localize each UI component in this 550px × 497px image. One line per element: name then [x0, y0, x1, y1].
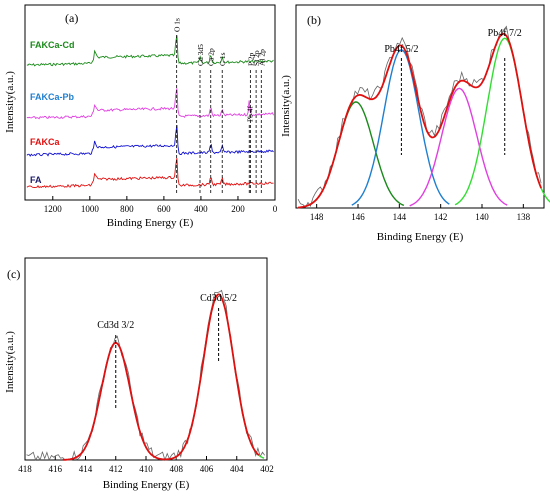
- panel-b-tick-label: 138: [517, 212, 531, 222]
- panel-b-envelope: [298, 32, 542, 209]
- panel-a-peak-label: Al 2p: [257, 49, 266, 66]
- panel-b-tick-label: 146: [351, 212, 365, 222]
- panel-c-tick-label: 408: [170, 464, 184, 474]
- panel-a-label: (a): [65, 11, 78, 25]
- panel-b-tick-label: 144: [393, 212, 407, 222]
- panel-c-tick-label: 416: [49, 464, 63, 474]
- panel-b-frame: [295, 4, 545, 209]
- panel-c-label: (c): [7, 267, 20, 281]
- panel-a-frame: [24, 4, 276, 201]
- panel-b-ylabel: Intensity(a.u.): [280, 75, 292, 137]
- series-line-fa: [26, 158, 274, 189]
- panel-a-peak-label: Ca 2p: [207, 48, 216, 66]
- panel-a-series-lines: [26, 35, 274, 189]
- panel-a-ylabel: Intensity(a.u.): [4, 71, 16, 133]
- panel-a-tick-label: 600: [157, 204, 171, 214]
- panel-a-peak-label: Si 2p: [252, 50, 261, 66]
- panel-c-tick-label: 410: [139, 464, 153, 474]
- panel-a-tick-label: 200: [231, 204, 245, 214]
- series-line-fakca-pb: [26, 88, 274, 120]
- panel-a-tick-label: 1000: [81, 204, 100, 214]
- panel-b-component-3: [409, 87, 508, 207]
- panel-a-tick-label: 1200: [44, 204, 63, 214]
- panel-c-tick-label: 402: [260, 464, 274, 474]
- series-line-fakca-cd: [26, 35, 274, 67]
- panel-c-tick-label: 414: [79, 464, 93, 474]
- panel-b-tick-label: 142: [434, 212, 448, 222]
- panel-a-xlabel: Binding Energy (E): [107, 217, 194, 229]
- panel-c-x-ticks: 418 416 414 412 410 408 406 404 402: [18, 456, 274, 474]
- panel-a-tick-label: 400: [194, 204, 208, 214]
- panel-a-peak-label: O 1s: [173, 18, 182, 32]
- panel-c-ylabel: Intensity(a.u.): [4, 331, 16, 393]
- panel-c-tick-label: 412: [109, 464, 123, 474]
- panel-c-tick-label: 418: [18, 464, 32, 474]
- series-label-fakca: FAKCa: [30, 137, 60, 147]
- panel-b-xlabel: Binding Energy (E): [377, 231, 464, 243]
- series-label-fakca-cd: FAKCa-Cd: [30, 40, 75, 50]
- panel-a-peak-label: P 2p: [246, 52, 255, 66]
- panel-b-pb4f-spectrum: (b) Intensity(a.u.) Binding Energy (E) 1…: [280, 4, 550, 243]
- panel-b-component-4: [454, 37, 550, 206]
- panel-b-fit-curves: [297, 25, 550, 209]
- panel-b-tick-label: 140: [475, 212, 489, 222]
- panel-a-peak-label: Cd 3d5: [196, 44, 205, 66]
- panel-b-component-2: [351, 49, 450, 206]
- series-label-fa: FA: [30, 175, 42, 185]
- panel-c-tick-label: 404: [230, 464, 244, 474]
- panel-c-cd3d-spectrum: (c) Intensity(a.u.) Binding Energy (E) 4…: [4, 257, 274, 491]
- panel-c-xlabel: Binding Energy (E): [103, 479, 190, 491]
- series-line-fakca: [26, 124, 274, 157]
- panel-c-annotation-label: Cd3d 3/2: [97, 320, 134, 331]
- panel-b-annotations: Pb4f 5/2 Pb4f 7/2: [384, 28, 522, 155]
- panel-c-frame: [24, 257, 268, 461]
- panel-b-label: (b): [307, 13, 321, 27]
- panel-c-annotations: Cd3d 3/2 Cd3d 5/2: [97, 293, 237, 408]
- panel-b-tick-label: 148: [310, 212, 324, 222]
- panel-c-raw-data: [26, 289, 266, 462]
- panel-a-x-ticks: 1200 1000 800 600 400 200 0: [44, 196, 278, 214]
- panel-c-tick-label: 406: [200, 464, 214, 474]
- panel-b-x-ticks: 148 146 144 142 140 138: [310, 204, 531, 222]
- panel-b-annotation-label: Pb4f 5/2: [384, 44, 418, 55]
- panel-a-survey-spectrum: (a) Intensity(a.u.) Binding Energy (E) 1…: [4, 4, 278, 229]
- panel-a-peak-label: Pb 4f: [245, 105, 254, 122]
- panel-a-peak-label: C 1s: [218, 52, 227, 66]
- panel-b-component-1: [306, 101, 405, 207]
- series-label-fakca-pb: FAKCa-Pb: [30, 92, 75, 102]
- panel-c-annotation-label: Cd3d 5/2: [200, 293, 237, 304]
- panel-a-tick-label: 0: [273, 204, 278, 214]
- panel-c-envelope: [62, 293, 260, 461]
- panel-b-annotation-label: Pb4f 7/2: [488, 28, 522, 39]
- panel-c-fit-curves: [26, 289, 266, 462]
- panel-a-tick-label: 800: [120, 204, 134, 214]
